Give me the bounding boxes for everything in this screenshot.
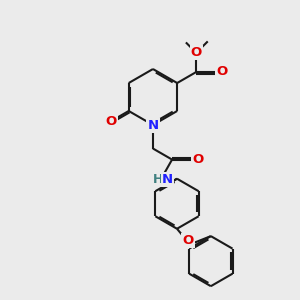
Text: N: N: [147, 119, 158, 132]
Text: O: O: [191, 46, 202, 59]
Text: H: H: [153, 173, 163, 186]
Text: O: O: [182, 234, 194, 247]
Text: O: O: [192, 153, 203, 166]
Text: O: O: [216, 65, 227, 79]
Text: O: O: [105, 115, 116, 128]
Text: N: N: [162, 173, 173, 186]
